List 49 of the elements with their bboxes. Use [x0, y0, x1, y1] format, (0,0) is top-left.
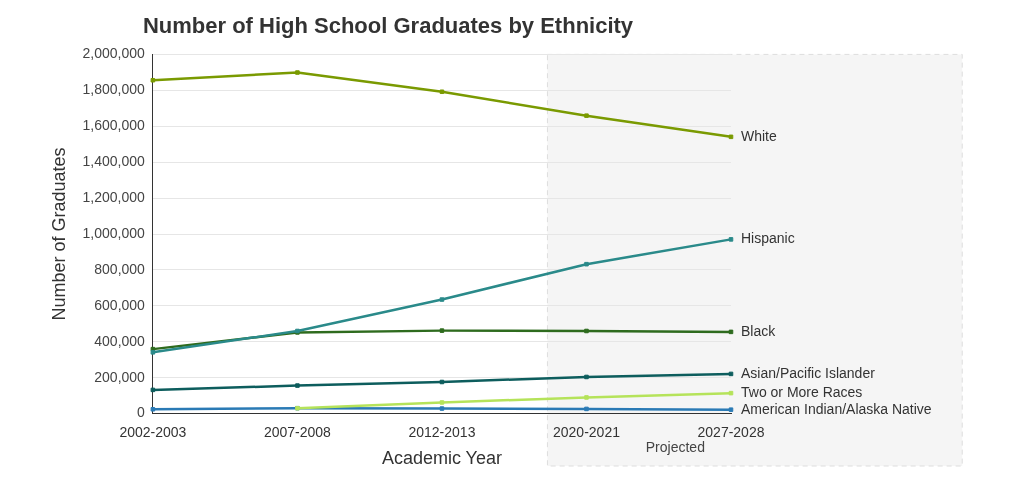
point: [728, 134, 734, 140]
y-tick-label: 1,800,000: [82, 81, 146, 98]
y-tick-label: 200,000: [94, 368, 146, 385]
y-tick-label: 600,000: [94, 296, 146, 313]
x-tick-label: 2002-2003: [119, 423, 187, 440]
series-label: Two or More Races: [741, 383, 863, 400]
y-tick-label: 1,200,000: [82, 188, 146, 205]
y-tick-label: 800,000: [94, 260, 146, 277]
band-label: Projected: [645, 438, 705, 455]
point: [728, 390, 734, 396]
point: [150, 387, 156, 393]
point: [439, 328, 445, 333]
point: [584, 113, 589, 118]
point: [584, 395, 589, 400]
point: [439, 297, 445, 302]
point: [728, 329, 734, 335]
point: [584, 328, 589, 334]
y-tick-label: 2,000,000: [82, 45, 146, 62]
chart-title: Number of High School Graduates by Ethnicity: [142, 13, 634, 39]
x-tick-label: 2027-2028: [697, 423, 765, 440]
point: [728, 237, 734, 242]
point: [584, 406, 589, 412]
series-label: Asian/Pacific Islander: [741, 364, 876, 381]
x-tick-label: 2007-2008: [263, 423, 332, 440]
point: [295, 383, 300, 388]
point: [439, 89, 445, 95]
point: [295, 70, 300, 75]
point: [150, 78, 156, 83]
series-label: Black: [741, 322, 777, 339]
point: [439, 406, 445, 411]
x-tick-label: 2020-2021: [552, 423, 621, 440]
point: [728, 407, 734, 412]
point: [584, 261, 589, 267]
y-tick-label: 400,000: [94, 332, 146, 349]
point: [439, 400, 445, 405]
y-tick-label: 1,000,000: [82, 224, 146, 241]
y-axis-title: Number of Graduates: [48, 147, 69, 321]
point: [150, 350, 156, 355]
point: [150, 407, 156, 412]
y-tick-label: 0: [137, 404, 146, 421]
y-tick-label: 1,600,000: [82, 117, 146, 134]
point: [728, 371, 734, 377]
x-tick-label: 2012-2013: [408, 423, 476, 440]
series-label: American Indian/Alaska Native: [741, 400, 932, 417]
series-label: Hispanic: [741, 230, 795, 247]
point: [584, 374, 589, 380]
x-axis-title: Academic Year: [381, 448, 502, 469]
y-tick-label: 1,400,000: [82, 153, 146, 170]
series-label: White: [741, 127, 777, 144]
